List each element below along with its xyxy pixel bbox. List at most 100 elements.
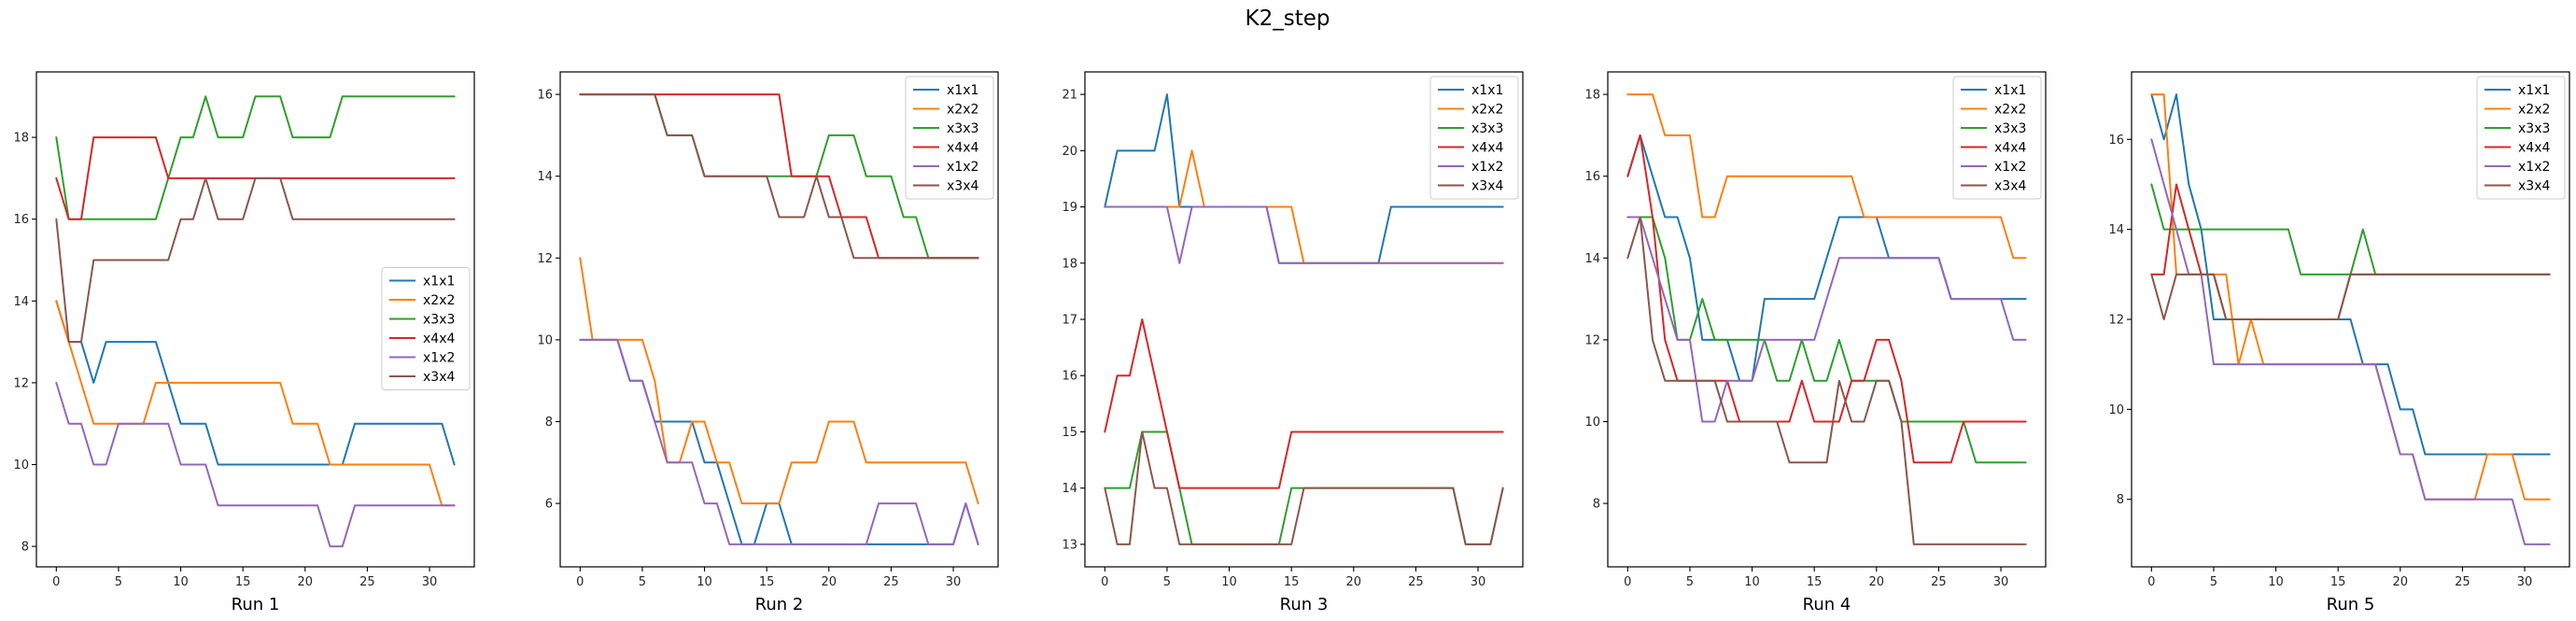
x-tick-label: 5 (1163, 575, 1171, 589)
legend-label-x3x4: x3x4 (423, 370, 455, 385)
legend-box (1429, 76, 1519, 200)
x-tick-label: 0 (1101, 575, 1108, 589)
y-tick-label: 12 (2108, 314, 2124, 328)
y-tick-label: 8 (2117, 493, 2124, 507)
x-tick-label: 25 (883, 575, 899, 589)
x-tick-label: 25 (2455, 575, 2470, 589)
legend-label-x4x4: x4x4 (1994, 141, 2026, 156)
legend-box (1952, 76, 2042, 200)
legend-box (2476, 76, 2566, 200)
x-tick-label: 30 (1993, 575, 2009, 589)
legend-label-x1x2: x1x2 (947, 160, 978, 175)
series-line-x2x2 (1626, 93, 2027, 260)
legend-label-x3x4: x3x4 (1471, 179, 1503, 194)
x-axis-label: Run 3 (1280, 595, 1329, 614)
legend-label-x2x2: x2x2 (947, 103, 978, 118)
y-tick-label: 20 (1062, 145, 1077, 159)
y-tick-label: 16 (2108, 134, 2124, 148)
x-tick-label: 15 (235, 575, 251, 589)
x-tick-label: 5 (639, 575, 646, 589)
legend-label-x4x4: x4x4 (423, 332, 455, 346)
series-line-x1x2 (1104, 205, 1504, 264)
x-tick-label: 0 (1624, 575, 1631, 589)
legend-label-x4x4: x4x4 (947, 141, 978, 156)
y-tick-label: 16 (13, 213, 29, 227)
x-tick-label: 5 (1686, 575, 1694, 589)
x-tick-label: 5 (2210, 575, 2217, 589)
x-tick-label: 30 (2517, 575, 2533, 589)
series-line-x4x4 (1104, 318, 1504, 489)
subplot-run-5: 0 5 10 15 20 25 30 8 10 12 14 16 Run 5 x1x1 x2x2 x3x3 x4… (2108, 71, 2570, 614)
series-line-x1x2 (579, 338, 979, 545)
legend-label-x3x3: x3x3 (947, 121, 978, 136)
series-line-x1x1 (2150, 93, 2551, 456)
y-tick-label: 10 (13, 459, 29, 473)
series-line-x3x4 (55, 176, 456, 344)
legend-label-x3x3: x3x3 (2518, 121, 2550, 136)
series-line-x1x1 (55, 300, 456, 466)
x-tick-label: 15 (759, 575, 775, 589)
x-tick-label: 10 (1744, 575, 1760, 589)
legend-label-x1x1: x1x1 (1994, 83, 2026, 98)
legend: x1x1 x2x2 x3x3 x4x4 x1x2 x3x4 (2476, 76, 2566, 200)
y-tick-label: 10 (537, 333, 553, 347)
x-tick-label: 30 (422, 575, 438, 589)
subplot-run-4: 0 5 10 15 20 25 30 8 10 12 14 16 18 Run 4 x1x1 x2x2 x3x3… (1584, 71, 2047, 614)
series-line-x3x4 (1626, 216, 2027, 545)
series-line-x1x2 (2150, 138, 2551, 545)
x-tick-label: 0 (52, 575, 60, 589)
y-tick-label: 19 (1062, 201, 1077, 215)
x-axis-label: Run 5 (2327, 595, 2375, 614)
x-tick-label: 0 (576, 575, 584, 589)
y-tick-label: 8 (545, 416, 553, 430)
series-line-x3x4 (579, 93, 979, 260)
legend-label-x2x2: x2x2 (1471, 103, 1503, 118)
y-tick-label: 8 (1593, 498, 1600, 512)
y-tick-label: 14 (13, 295, 29, 309)
y-tick-label: 14 (2108, 223, 2124, 237)
x-tick-label: 30 (946, 575, 962, 589)
x-tick-label: 25 (1931, 575, 1947, 589)
legend-label-x1x2: x1x2 (2518, 160, 2550, 175)
series-line-x2x2 (579, 257, 979, 505)
legend-label-x1x2: x1x2 (1471, 160, 1503, 175)
y-tick-label: 6 (545, 498, 553, 512)
series-line-x3x4 (2150, 273, 2551, 320)
legend-label-x3x3: x3x3 (1471, 121, 1503, 136)
legend-label-x2x2: x2x2 (1994, 103, 2026, 118)
x-tick-label: 30 (1471, 575, 1486, 589)
legend-label-x3x4: x3x4 (947, 179, 978, 194)
y-tick-label: 12 (13, 376, 29, 390)
legend: x1x1 x2x2 x3x3 x4x4 x1x2 x3x4 (1952, 76, 2042, 200)
legend-label-x1x1: x1x1 (2518, 83, 2550, 98)
y-tick-label: 15 (1062, 426, 1077, 440)
x-axis-label: Run 4 (1803, 595, 1851, 614)
legend-label-x1x1: x1x1 (423, 275, 455, 289)
legend: x1x1 x2x2 x3x3 x4x4 x1x2 x3x4 (905, 76, 994, 200)
y-tick-label: 21 (1062, 89, 1077, 103)
axes-frame (559, 71, 999, 568)
y-tick-label: 16 (1062, 370, 1077, 384)
y-tick-label: 18 (1062, 257, 1077, 271)
legend-label-x1x1: x1x1 (1471, 83, 1503, 98)
x-tick-label: 20 (1869, 575, 1885, 589)
x-tick-label: 25 (1408, 575, 1424, 589)
y-tick-label: 10 (1584, 416, 1600, 430)
axes-frame (1607, 71, 2047, 568)
legend-label-x4x4: x4x4 (2518, 141, 2550, 156)
y-tick-label: 14 (1584, 252, 1600, 266)
y-tick-label: 18 (1584, 89, 1600, 103)
x-tick-label: 15 (1807, 575, 1823, 589)
y-tick-label: 18 (13, 132, 29, 146)
legend-box (381, 267, 471, 390)
x-tick-label: 25 (359, 575, 375, 589)
x-tick-label: 10 (2268, 575, 2284, 589)
legend-label-x3x4: x3x4 (1994, 179, 2026, 194)
legend-label-x3x3: x3x3 (1994, 121, 2026, 136)
legend-label-x1x2: x1x2 (1994, 160, 2026, 175)
x-tick-label: 10 (697, 575, 712, 589)
legend-label-x4x4: x4x4 (1471, 141, 1503, 156)
